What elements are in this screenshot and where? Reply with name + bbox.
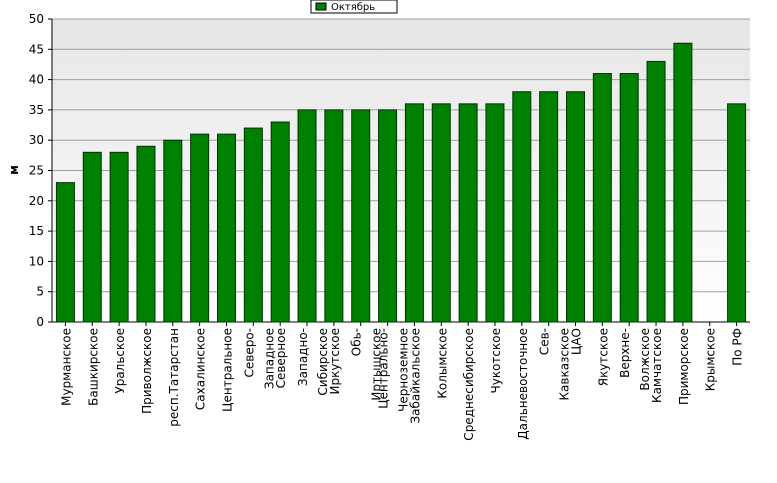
bar: [190, 133, 210, 323]
bar: [136, 145, 156, 323]
x-tick-label: Верхне- Волжское: [618, 328, 652, 391]
bar: [404, 103, 424, 323]
x-tick-label: Дальневосточное: [516, 328, 530, 440]
x-tick-label: Забайкальское: [408, 328, 422, 424]
x-tick-label: Обь- Иртышское: [350, 328, 384, 401]
x-tick-label: Приволжское: [140, 328, 154, 414]
legend-swatch: [315, 2, 327, 11]
x-tick-label: Иркутское: [328, 328, 342, 395]
bar: [458, 103, 478, 323]
y-tick-label: 45: [29, 42, 44, 56]
x-tick-label: Башкирское: [86, 328, 100, 406]
y-tick-label: 40: [29, 73, 44, 87]
x-tick-label: По РФ: [731, 328, 745, 366]
bar: [619, 73, 639, 323]
legend-label: Октябрь: [331, 2, 375, 13]
y-tick-label: 10: [29, 254, 44, 268]
x-tick-label: Западно- Сибирское: [296, 328, 330, 396]
x-tick-label: Северо- Западное: [242, 328, 276, 389]
bar: [243, 127, 263, 323]
x-tick-label: Центральное: [221, 328, 235, 412]
x-tick-label: Чукотское: [489, 328, 503, 393]
y-tick-label: 50: [29, 12, 44, 26]
x-tick-label: Мурманское: [59, 328, 73, 406]
bar: [646, 60, 666, 323]
x-tick-label: Центрально- Черноземное: [377, 328, 411, 412]
bar: [217, 133, 236, 323]
bar: [485, 103, 505, 323]
bar: [297, 109, 317, 323]
bar: [727, 103, 747, 323]
x-tick-label: Северное: [274, 328, 288, 388]
bar: [55, 182, 75, 323]
y-tick-label: 20: [29, 194, 44, 208]
y-tick-label: 30: [29, 133, 44, 147]
x-tick-label: респ.Татарстан: [167, 328, 181, 427]
bar: [109, 151, 129, 323]
x-tick-label: Сев- Кавказское: [538, 328, 572, 401]
bar: [566, 91, 585, 323]
y-tick-label: 25: [29, 164, 44, 178]
x-tick-label: Якутское: [596, 328, 610, 386]
y-tick-label: 35: [29, 103, 44, 117]
bar: [163, 139, 183, 323]
y-tick-label: 0: [36, 315, 44, 329]
bar: [324, 109, 344, 323]
bar: [82, 151, 102, 323]
y-tick-label: 5: [36, 285, 44, 299]
x-tick-label: ЦАО: [570, 328, 584, 355]
x-tick-label: Колымское: [435, 328, 449, 399]
x-tick-label: Сахалинское: [194, 328, 208, 410]
x-tick-label: Среднесибирское: [462, 328, 476, 441]
bar: [378, 109, 398, 323]
bar: [673, 42, 693, 323]
bar: [539, 91, 559, 323]
bar: [431, 103, 451, 323]
bar: [351, 109, 371, 323]
y-tick-label: 15: [29, 224, 44, 238]
y-axis-label: м: [7, 165, 21, 175]
x-tick-label: Камчатское: [650, 328, 664, 403]
bar: [512, 91, 532, 323]
bar: [270, 121, 290, 323]
x-tick-label: Приморское: [677, 328, 691, 405]
legend-box: [310, 0, 398, 14]
x-tick-label: Крымское: [704, 328, 718, 391]
bar: [592, 73, 612, 323]
x-tick-label: Уральское: [113, 328, 127, 394]
legend: Октябрь: [310, 0, 398, 14]
